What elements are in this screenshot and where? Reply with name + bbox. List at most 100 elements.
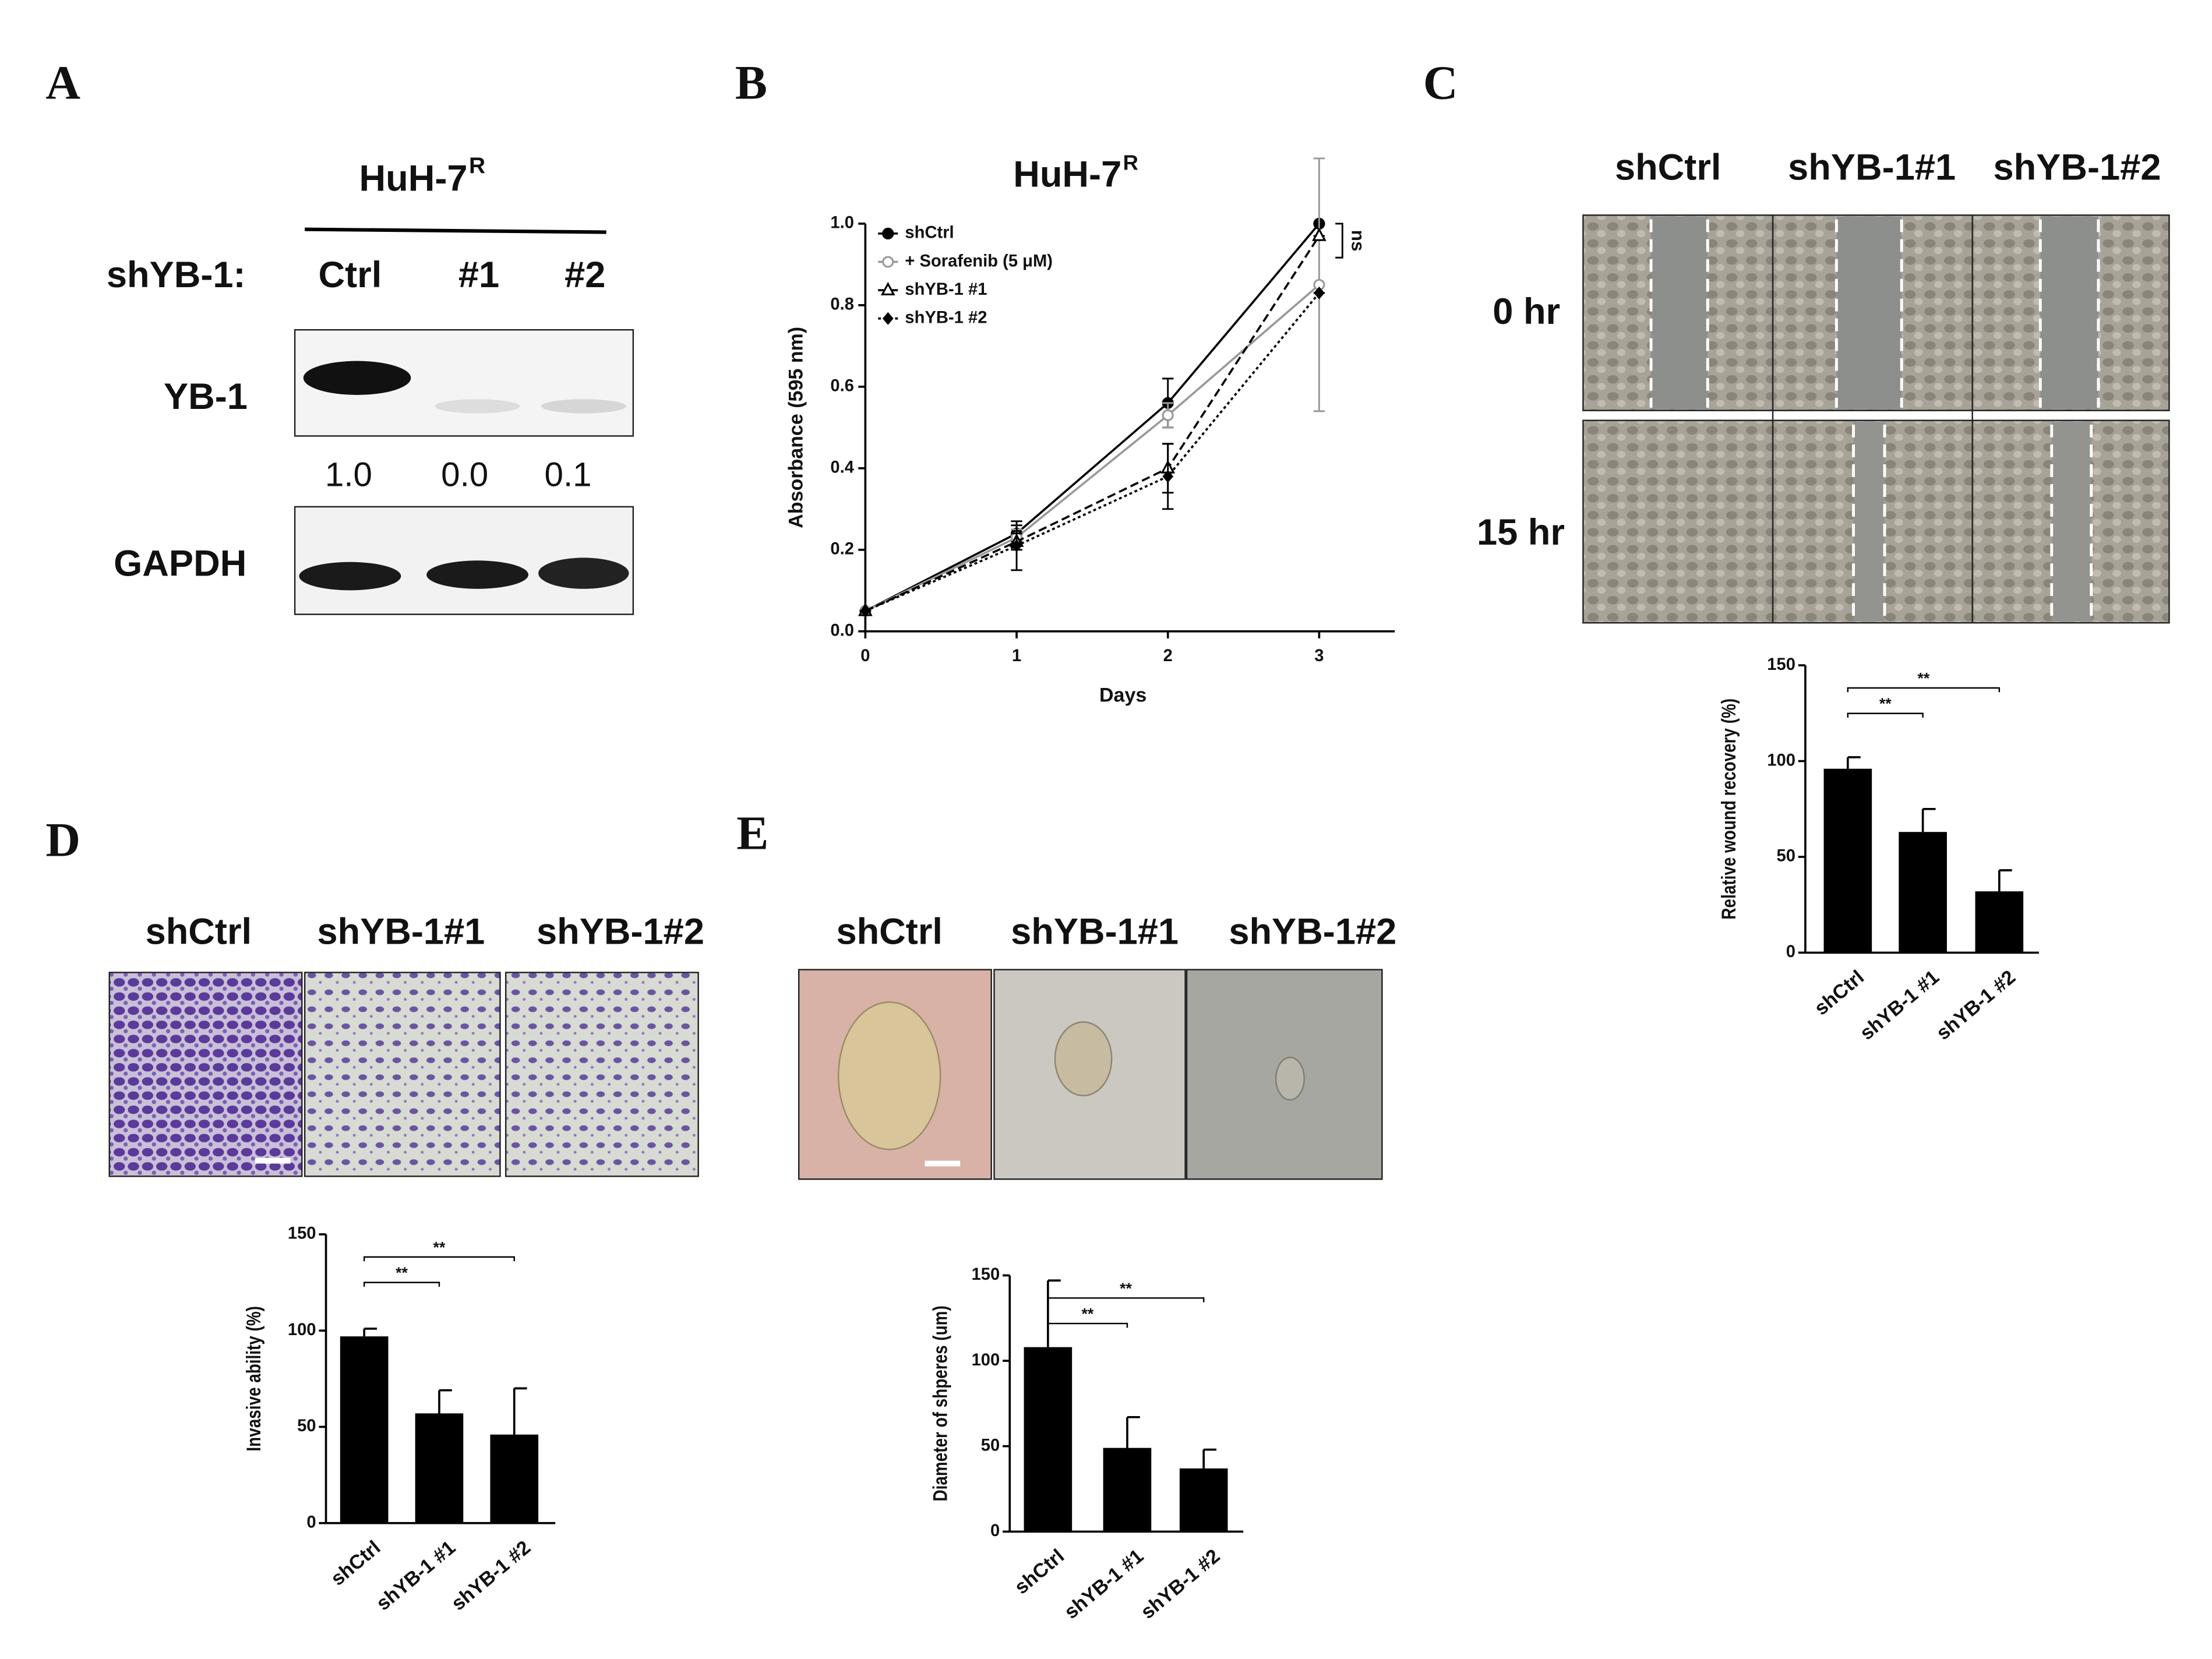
annotation: ** [396,1264,408,1282]
legend-marker [882,227,894,240]
legend-marker [882,256,894,268]
x-tick-label: shCtrl [1010,1545,1068,1598]
bar [340,1336,389,1523]
x-tick-label: shYB-1 #1 [1855,966,1943,1044]
annotation: ns [1347,230,1368,252]
x-tick-label: shYB-1 #2 [1137,1545,1224,1623]
x-tick-label: shYB-1 #1 [372,1536,460,1615]
band [303,361,411,395]
y-axis-label: Relative wound recovery (%) [1718,698,1740,920]
x-tick-label: shYB-1 #1 [1060,1545,1148,1623]
blot-title-sup: R [469,153,485,178]
chart-title: HuH-7 [1013,154,1121,195]
x-tick-label: 2 [1163,647,1173,665]
panel-letter: D [45,813,80,867]
band [435,399,520,414]
column-label: shYB-1#1 [1788,147,1956,188]
y-tick-label: 0.6 [830,377,854,396]
legend-marker [880,281,895,296]
x-tick-label: shYB-1 #2 [447,1536,535,1615]
bracket [1847,687,2001,693]
y-tick-label: 0.2 [830,540,854,559]
bar [1899,832,1947,953]
y-tick-label: 0 [990,1522,1000,1540]
panel-letter: A [45,56,80,110]
y-tick-label: 0.8 [830,295,854,314]
bracket [1047,1297,1205,1303]
row-label: 0 hr [1493,291,1560,332]
panel-letter: E [736,806,768,860]
bar [415,1413,464,1523]
legend-label: shYB-1 #2 [905,308,987,327]
error-bar [1847,756,1861,769]
error-bar [513,1387,527,1435]
bar [1823,768,1872,953]
bar [1179,1468,1228,1532]
series-line [865,292,1320,612]
annotation: ** [1082,1305,1094,1323]
legend-marker [882,312,894,325]
error-bar [438,1389,452,1414]
band [299,562,401,591]
marker [860,604,871,617]
x-tick-label: shCtrl [1810,966,1868,1019]
marker [1314,286,1325,299]
column-label: shCtrl [146,912,252,952]
row-label: shYB-1: [107,255,246,295]
column-label: shCtrl [836,912,943,952]
band-label: YB-1 [164,376,248,417]
lane-label: #1 [458,255,499,295]
series-line [865,235,1320,612]
sphere-images [798,969,1383,1180]
marker [1312,227,1327,241]
bar [490,1434,539,1523]
y-tick-label: 50 [297,1417,316,1435]
lane-label: Ctrl [318,255,382,295]
y-tick-label: 150 [1767,655,1795,674]
legend-label: shYB-1 #1 [905,280,987,299]
y-tick-label: 0.0 [830,621,854,640]
y-tick-label: 0 [306,1513,316,1531]
y-axis-label: Invasive ability (%) [242,1306,264,1451]
y-tick-label: 100 [972,1351,1000,1369]
error-bar [363,1328,378,1337]
marker [1162,409,1174,421]
column-label: shYB-1#2 [1229,912,1396,952]
y-tick-label: 100 [288,1321,316,1339]
error-bar [1126,1416,1140,1448]
annotation: ** [1879,695,1892,712]
marker [1011,539,1022,552]
annotation: ** [1120,1280,1132,1297]
column-label: shYB-1#2 [1994,147,2161,188]
band [426,560,529,589]
x-tick-label: shCtrl [327,1536,385,1590]
annotation: ** [433,1238,446,1256]
bracket [363,1256,515,1262]
column-label: shYB-1#1 [317,912,485,952]
chart-title-sup: R [1123,151,1138,175]
y-tick-label: 150 [288,1224,316,1243]
column-label: shYB-1#2 [537,912,704,952]
quant: 0.1 [545,456,592,493]
x-axis-label: Days [1099,684,1146,707]
blot-title: HuH-7 [359,158,468,199]
bracket [1335,223,1343,259]
error-bar [1998,869,2012,892]
bracket [1847,712,1924,718]
bar [1975,891,2024,953]
row-label: 15 hr [1477,512,1565,553]
quant: 0.0 [441,456,488,493]
bar [1103,1448,1152,1532]
annotation: ** [1917,669,1929,687]
y-tick-label: 1.0 [830,214,854,232]
error-bar [1202,1448,1217,1469]
legend-label: + Sorafenib (5 μM) [905,252,1053,270]
quant: 1.0 [325,456,372,493]
divider [305,227,606,234]
y-tick-label: 150 [972,1265,1000,1284]
marker [1162,470,1174,483]
y-tick-label: 50 [981,1436,1000,1455]
invasion-images [108,972,699,1177]
